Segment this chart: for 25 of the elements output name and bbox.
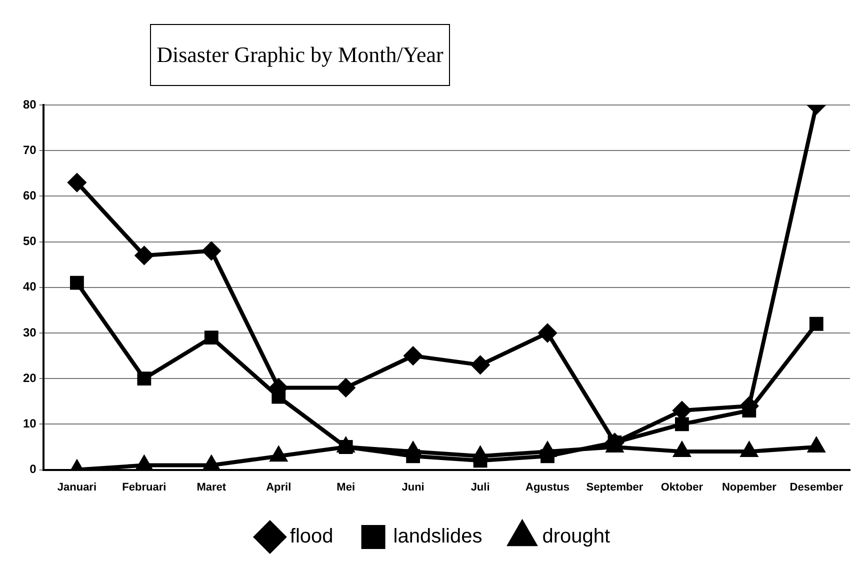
y-tick-label: 40 bbox=[22, 280, 37, 294]
y-tick-label: 10 bbox=[22, 416, 37, 431]
legend-label: landslides bbox=[393, 526, 482, 548]
y-tick-label: 50 bbox=[22, 234, 37, 248]
x-tick-label: Juli bbox=[470, 481, 490, 494]
x-tick-label: Desember bbox=[790, 481, 844, 494]
x-tick-label: Oktober bbox=[660, 481, 704, 494]
legend-label: flood bbox=[290, 526, 334, 548]
x-tick-label: April bbox=[266, 481, 292, 494]
x-tick-label: Agustus bbox=[526, 481, 570, 494]
x-tick-label: September bbox=[586, 481, 644, 494]
y-tick-label: 20 bbox=[22, 370, 37, 385]
y-tick-label: 0 bbox=[30, 462, 37, 476]
legend-label: drought bbox=[542, 526, 611, 548]
x-tick-label: Mei bbox=[336, 481, 356, 494]
y-tick-label: 60 bbox=[22, 188, 37, 203]
x-tick-label: Juni bbox=[402, 481, 424, 494]
y-tick-label: 30 bbox=[22, 325, 37, 340]
y-tick-label: 70 bbox=[22, 142, 37, 157]
y-tick-label: 80 bbox=[22, 97, 37, 112]
x-tick-label: Maret bbox=[196, 481, 226, 494]
x-tick-label: Nopember bbox=[722, 481, 778, 494]
chart-title: Disaster Graphic by Month/Year bbox=[150, 24, 450, 86]
x-tick-label: Februari bbox=[122, 481, 166, 494]
x-tick-label: Januari bbox=[57, 481, 97, 494]
